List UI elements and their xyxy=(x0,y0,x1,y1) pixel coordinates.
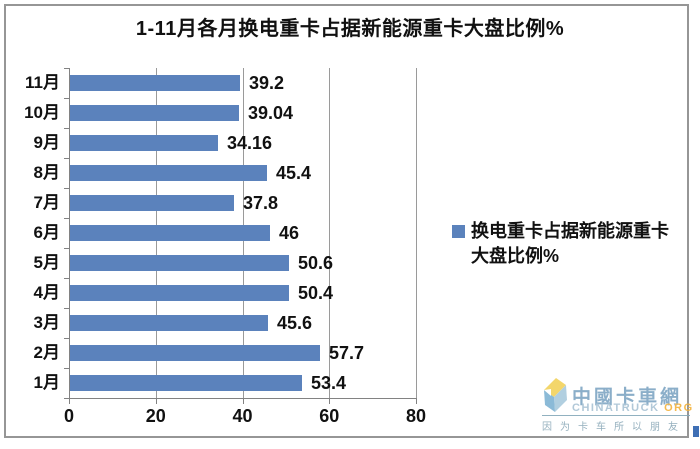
y-axis-tick xyxy=(64,98,69,99)
bar xyxy=(70,345,320,361)
y-category-label: 6月 xyxy=(33,223,60,242)
y-axis-tick xyxy=(64,188,69,189)
bar xyxy=(70,165,267,181)
legend-marker-square xyxy=(452,225,465,238)
x-tick-label-40: 40 xyxy=(232,406,253,426)
y-category-label: 9月 xyxy=(33,133,60,152)
y-category-label: 8月 xyxy=(33,163,60,182)
gridline-x-60 xyxy=(329,68,331,398)
y-category-label: 4月 xyxy=(33,283,60,302)
legend: 换电重卡占据新能源重卡 大盘比例% xyxy=(452,219,669,269)
x-axis-tick-60 xyxy=(329,398,331,404)
y-axis-tick xyxy=(64,248,69,249)
bar xyxy=(70,225,270,241)
bar xyxy=(70,285,289,301)
bar-value-label: 34.16 xyxy=(227,133,273,153)
y-axis-tick xyxy=(64,128,69,129)
watermark-brand-cn: 中國卡車網 xyxy=(572,387,683,408)
bar-value-label: 57.7 xyxy=(329,343,365,363)
x-axis-tick-20 xyxy=(155,398,157,404)
y-axis-tick xyxy=(64,308,69,309)
chart-title: 1-11月各月换电重卡占据新能源重卡大盘比例% xyxy=(135,18,565,40)
gridline-x-80 xyxy=(416,68,417,398)
x-axis-tick-0 xyxy=(69,398,70,404)
y-category-label: 1月 xyxy=(33,373,60,392)
watermark-divider xyxy=(542,415,690,416)
y-category-label: 3月 xyxy=(33,313,60,332)
edge-artifact xyxy=(693,426,699,437)
bar xyxy=(70,315,268,331)
x-axis-tick-40 xyxy=(242,398,244,404)
watermark-brand-en: CHINATRUCK ORG xyxy=(572,402,694,414)
bar xyxy=(70,375,302,391)
x-axis-tick-80 xyxy=(416,398,417,404)
y-category-label: 7月 xyxy=(33,193,60,212)
bar-value-label: 46 xyxy=(279,223,300,243)
x-tick-label-80: 80 xyxy=(405,406,427,426)
legend-label-line2: 大盘比例% xyxy=(471,246,560,266)
x-tick-label-20: 20 xyxy=(145,406,166,426)
y-axis-tick xyxy=(64,218,69,219)
y-axis-line xyxy=(69,68,70,399)
bar-value-label: 37.8 xyxy=(243,193,279,213)
bar xyxy=(70,105,239,121)
bar xyxy=(70,135,218,151)
y-category-label: 2月 xyxy=(33,343,60,362)
bar-value-label: 53.4 xyxy=(311,373,347,393)
watermark-brand-en-name: CHINATRUCK xyxy=(572,402,660,414)
y-axis-tick xyxy=(64,158,69,159)
y-category-label: 10月 xyxy=(24,103,60,122)
y-axis-tick xyxy=(64,278,69,279)
bar-value-label: 39.04 xyxy=(248,103,294,123)
bar-value-label: 45.4 xyxy=(276,163,312,183)
y-category-label: 5月 xyxy=(33,253,60,272)
y-axis-tick xyxy=(64,368,69,369)
bar xyxy=(70,195,234,211)
x-tick-label-60: 60 xyxy=(319,406,340,426)
legend-label: 换电重卡占据新能源重卡 大盘比例% xyxy=(471,219,669,269)
y-axis-tick xyxy=(64,338,69,339)
watermark-tagline: 因为卡车所以朋友 xyxy=(542,422,686,433)
y-category-label: 11月 xyxy=(25,73,60,92)
y-axis-tick xyxy=(64,398,69,399)
x-tick-label-0: 0 xyxy=(63,406,74,426)
bar xyxy=(70,255,289,271)
bar-value-label: 50.4 xyxy=(298,283,334,303)
watermark-brand-tld: ORG xyxy=(664,402,694,414)
y-axis-tick xyxy=(64,68,69,69)
bar-value-label: 45.6 xyxy=(277,313,313,333)
legend-label-line1: 换电重卡占据新能源重卡 xyxy=(471,221,669,241)
bar xyxy=(70,75,240,91)
chinatruck-logo-icon xyxy=(544,378,567,412)
bar-value-label: 39.2 xyxy=(249,73,285,93)
bar-value-label: 50.6 xyxy=(298,253,334,273)
